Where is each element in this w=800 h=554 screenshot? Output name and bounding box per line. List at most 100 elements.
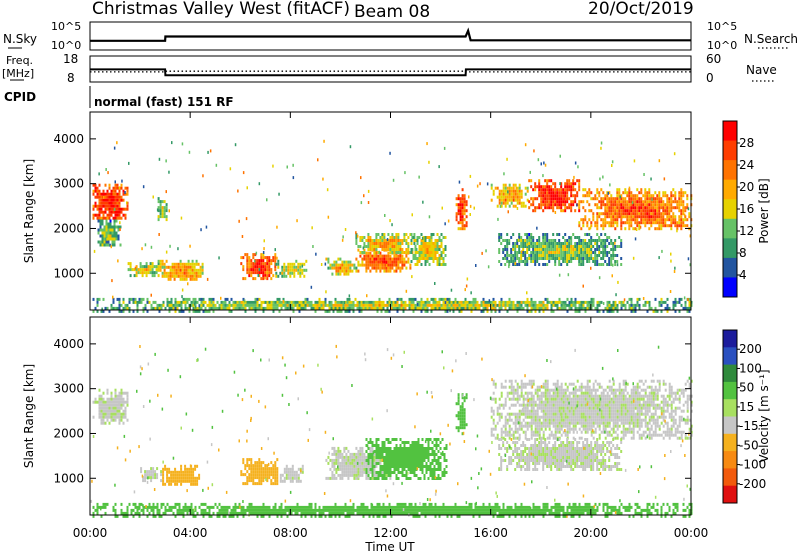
heatmap-pixel — [574, 257, 577, 260]
heatmap-pixel — [506, 303, 509, 307]
heatmap-pixel — [405, 474, 408, 477]
heatmap-pixel — [135, 268, 138, 272]
heatmap-pixel — [666, 212, 669, 216]
heatmap-pixel — [504, 300, 507, 304]
heatmap-pixel — [407, 251, 410, 254]
heatmap-pixel — [266, 259, 269, 263]
heatmap-pixel — [530, 236, 533, 239]
heatmap-pixel — [520, 403, 523, 407]
heatmap-pixel — [548, 245, 551, 248]
heatmap-pixel — [632, 209, 635, 213]
heatmap-pixel — [662, 212, 665, 216]
heatmap-pixel — [246, 262, 249, 266]
heatmap-pixel — [562, 260, 565, 263]
heatmap-pixel — [514, 306, 517, 310]
heatmap-pixel — [256, 271, 259, 275]
heatmap-pixel — [514, 251, 517, 254]
heatmap-pixel — [454, 297, 457, 301]
heatmap-pixel — [144, 303, 147, 307]
heatmap-pixel — [536, 226, 538, 230]
heatmap-pixel — [187, 265, 190, 269]
heatmap-pixel — [488, 300, 491, 304]
heatmap-pixel — [682, 209, 685, 213]
heatmap-pixel — [582, 206, 585, 210]
heatmap-pixel — [122, 409, 125, 413]
heatmap-pixel — [116, 400, 119, 404]
heatmap-pixel — [520, 388, 523, 392]
heatmap-pixel — [435, 447, 438, 450]
heatmap-pixel — [514, 245, 517, 248]
heatmap-pixel — [468, 306, 471, 310]
heatmap-pixel — [470, 300, 473, 304]
heatmap-pixel — [530, 179, 533, 183]
heatmap-pixel — [496, 406, 499, 410]
heatmap-pixel — [96, 300, 99, 304]
heatmap-pixel — [399, 438, 402, 441]
heatmap-pixel — [538, 300, 541, 304]
heatmap-pixel — [395, 465, 398, 468]
heatmap-pixel — [672, 221, 675, 225]
heatmap-pixel — [516, 385, 519, 389]
heatmap-pixel — [333, 266, 336, 270]
heatmap-pixel — [600, 188, 603, 192]
heatmap-pixel — [291, 467, 294, 471]
heatmap-pixel — [554, 239, 557, 242]
heatmap-pixel — [303, 268, 306, 272]
heatmap-pixel — [277, 262, 280, 266]
heatmap-pixel — [381, 233, 384, 236]
heatmap-pixel — [337, 467, 340, 471]
heatmap-pixel — [383, 450, 386, 453]
heatmap-pixel — [369, 464, 372, 468]
heatmap-pixel — [610, 263, 613, 266]
heatmap-pixel — [660, 206, 663, 210]
heatmap-pixel — [538, 251, 541, 254]
heatmap-pixel — [379, 254, 382, 258]
heatmap-pixel — [536, 206, 539, 210]
heatmap-pixel — [432, 303, 435, 307]
heatmap-pixel — [144, 470, 147, 474]
heatmap-pixel — [465, 221, 468, 225]
heatmap-pixel — [425, 447, 428, 450]
heatmap-pixel — [588, 242, 591, 245]
heatmap-pixel — [652, 197, 655, 201]
heatmap-pixel — [376, 309, 379, 313]
heatmap-pixel — [339, 263, 342, 267]
heatmap-pixel — [292, 306, 295, 310]
heatmap-pixel — [264, 476, 267, 480]
heatmap-pixel — [465, 200, 468, 204]
heatmap-pixel — [345, 260, 348, 264]
heatmap-pixel — [173, 262, 176, 266]
heatmap-pixel — [654, 215, 657, 219]
heatmap-pixel — [463, 218, 466, 222]
heatmap-pixel — [494, 424, 497, 428]
heatmap-pixel — [383, 242, 386, 245]
heatmap-pixel — [193, 271, 196, 275]
heatmap-pixel — [287, 473, 290, 477]
heatmap-pixel — [584, 251, 587, 254]
heatmap-pixel — [94, 306, 97, 310]
heatmap-pixel — [369, 269, 372, 273]
heatmap-pixel — [606, 303, 609, 307]
heatmap-pixel — [106, 198, 109, 202]
heatmap-pixel — [504, 248, 507, 251]
heatmap-pixel — [530, 421, 533, 425]
heatmap-pixel — [268, 306, 271, 310]
heatmap-pixel — [389, 476, 392, 480]
heatmap-pixel — [470, 306, 473, 310]
heatmap-pixel — [254, 476, 257, 480]
heatmap-pixel — [379, 453, 382, 456]
heatmap-pixel — [650, 306, 653, 310]
heatmap-pixel — [606, 251, 609, 254]
heatmap-pixel — [508, 189, 511, 193]
heatmap-pixel — [646, 309, 649, 313]
heatmap-pixel — [99, 222, 102, 226]
heatmap-pixel — [150, 473, 153, 477]
heatmap-pixel — [277, 265, 280, 269]
heatmap-pixel — [110, 213, 113, 217]
heatmap-pixel — [518, 397, 521, 401]
heatmap-pixel — [122, 198, 125, 202]
heatmap-pixel — [385, 242, 388, 245]
heatmap-pixel — [286, 300, 289, 304]
heatmap-pixel — [614, 241, 616, 245]
heatmap-pixel — [577, 165, 579, 169]
